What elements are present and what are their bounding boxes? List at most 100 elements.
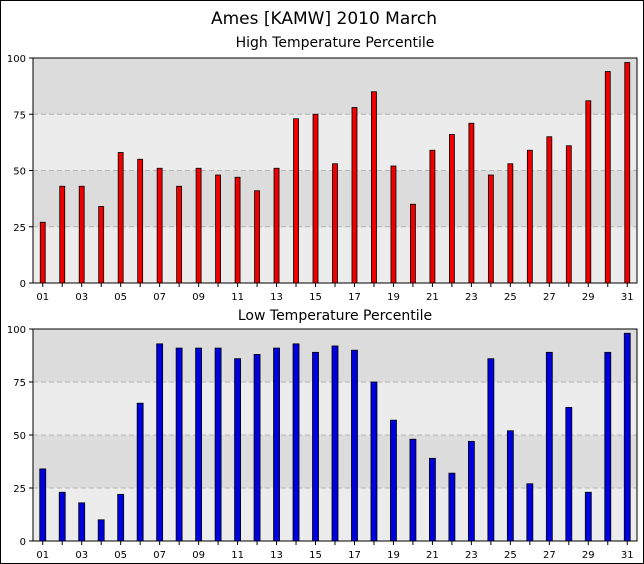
bar-day-22 bbox=[449, 134, 455, 284]
x-tick-label: 19 bbox=[387, 550, 400, 561]
y-tick-label: 75 bbox=[13, 378, 26, 389]
x-tick-label: 03 bbox=[75, 550, 88, 561]
background-band bbox=[33, 58, 637, 115]
x-tick-label: 21 bbox=[426, 550, 439, 561]
y-tick-label: 25 bbox=[13, 484, 26, 495]
x-tick-label: 13 bbox=[270, 292, 283, 303]
bar-day-24 bbox=[487, 174, 494, 284]
bar-day-22 bbox=[448, 472, 456, 542]
x-tick-label: 09 bbox=[192, 550, 205, 561]
bar-day-19 bbox=[390, 419, 397, 542]
bar-day-17 bbox=[351, 107, 358, 284]
bar-day-09 bbox=[195, 167, 202, 284]
x-tick-label: 01 bbox=[36, 550, 49, 561]
bar-day-15 bbox=[312, 113, 319, 284]
bar-day-14 bbox=[292, 343, 300, 542]
x-tick-label: 07 bbox=[153, 550, 166, 561]
x-tick-label: 17 bbox=[348, 292, 361, 303]
x-tick-label: 15 bbox=[309, 550, 322, 561]
bar-day-08 bbox=[175, 347, 183, 542]
bar-day-27 bbox=[546, 136, 553, 284]
y-tick-label: 0 bbox=[20, 537, 26, 548]
x-tick-label: 15 bbox=[309, 292, 322, 303]
bar-day-30 bbox=[604, 71, 611, 284]
bar-day-13 bbox=[273, 347, 280, 542]
bar-day-31 bbox=[624, 62, 631, 284]
bar-day-25 bbox=[506, 430, 514, 542]
x-tick-label: 29 bbox=[582, 550, 595, 561]
bar-day-11 bbox=[234, 358, 241, 542]
bar-day-24 bbox=[487, 358, 495, 542]
bar-day-09 bbox=[195, 347, 203, 542]
bar-day-20 bbox=[409, 438, 417, 542]
bar-day-20 bbox=[410, 203, 416, 284]
bar-day-18 bbox=[371, 91, 377, 284]
y-tick-label: 50 bbox=[13, 167, 26, 178]
bar-day-27 bbox=[545, 351, 553, 542]
x-tick-label: 29 bbox=[582, 292, 595, 303]
x-tick-label: 23 bbox=[465, 292, 478, 303]
bar-day-10 bbox=[215, 174, 221, 284]
bar-day-14 bbox=[293, 118, 299, 284]
x-tick-label: 31 bbox=[621, 550, 634, 561]
x-tick-label: 17 bbox=[348, 550, 361, 561]
x-tick-label: 11 bbox=[231, 292, 244, 303]
x-tick-label: 31 bbox=[621, 292, 634, 303]
bar-day-07 bbox=[156, 343, 164, 542]
x-tick-label: 13 bbox=[270, 550, 283, 561]
bar-day-18 bbox=[370, 381, 378, 542]
bar-day-05 bbox=[117, 493, 125, 542]
bar-day-02 bbox=[58, 491, 66, 542]
bar-day-30 bbox=[604, 351, 612, 542]
bar-day-07 bbox=[156, 167, 163, 284]
bar-day-01 bbox=[39, 468, 47, 542]
bar-day-26 bbox=[526, 149, 533, 284]
y-tick-label: 75 bbox=[13, 110, 26, 121]
bar-day-08 bbox=[176, 185, 183, 284]
bar-day-03 bbox=[78, 502, 86, 542]
y-tick-label: 25 bbox=[13, 223, 26, 234]
x-tick-label: 11 bbox=[231, 550, 244, 561]
bar-day-17 bbox=[351, 349, 358, 542]
bar-day-26 bbox=[526, 483, 534, 542]
bar-day-12 bbox=[254, 190, 260, 284]
bar-day-13 bbox=[273, 167, 280, 284]
chart-panel-2: Low Temperature Percentile 0 25 50 75 100 01 03… bbox=[7, 308, 638, 561]
bar-day-01 bbox=[39, 221, 46, 284]
x-tick-label: 27 bbox=[543, 292, 556, 303]
x-tick-label: 21 bbox=[426, 292, 439, 303]
bar-day-23 bbox=[468, 122, 475, 284]
y-tick-label: 0 bbox=[20, 279, 26, 290]
bar-day-21 bbox=[429, 457, 436, 542]
bar-day-19 bbox=[390, 165, 397, 284]
bar-day-05 bbox=[117, 152, 124, 284]
x-tick-label: 09 bbox=[192, 292, 205, 303]
bar-day-06 bbox=[137, 158, 144, 284]
bar-day-10 bbox=[214, 347, 222, 542]
x-tick-label: 25 bbox=[504, 292, 517, 303]
chart-title: Ames [KAMW] 2010 March bbox=[211, 9, 437, 29]
x-tick-label: 27 bbox=[543, 550, 556, 561]
bar-day-31 bbox=[623, 332, 631, 542]
y-tick-label: 50 bbox=[13, 431, 26, 442]
bar-day-11 bbox=[234, 176, 241, 284]
bar-day-29 bbox=[584, 491, 592, 542]
x-tick-label: 19 bbox=[387, 292, 400, 303]
chart-panel-1: High Temperature Percentile 0 25 50 75 100 01 0… bbox=[7, 35, 638, 303]
bar-day-12 bbox=[253, 354, 261, 542]
bar-day-25 bbox=[507, 163, 514, 284]
bar-day-29 bbox=[585, 100, 592, 284]
x-tick-label: 07 bbox=[153, 292, 166, 303]
x-tick-label: 05 bbox=[114, 550, 127, 561]
bar-day-15 bbox=[312, 351, 319, 542]
bar-day-03 bbox=[78, 185, 85, 284]
bar-day-02 bbox=[59, 185, 66, 284]
panel-title: High Temperature Percentile bbox=[236, 35, 435, 51]
x-tick-label: 01 bbox=[36, 292, 49, 303]
bar-day-28 bbox=[565, 407, 573, 542]
bar-day-16 bbox=[331, 345, 339, 542]
x-tick-label: 25 bbox=[504, 550, 517, 561]
bar-day-04 bbox=[98, 206, 105, 284]
